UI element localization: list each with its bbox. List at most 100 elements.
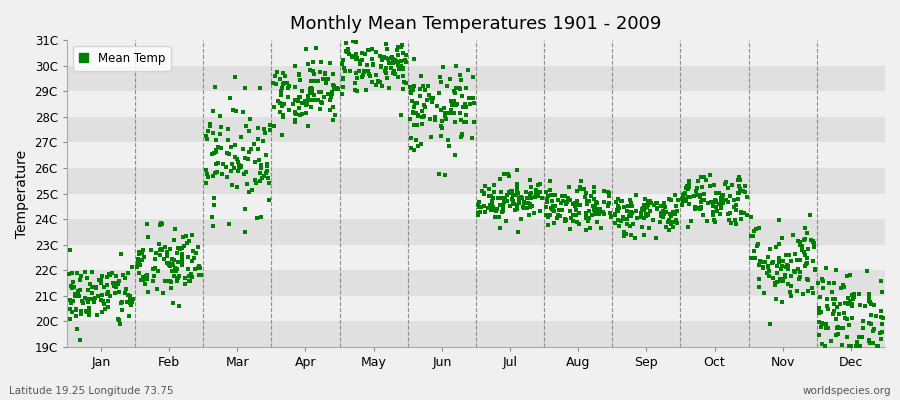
Point: [170, 250, 184, 256]
Point: [812, 306, 826, 313]
Point: [670, 197, 685, 203]
Point: [654, 202, 669, 209]
Point: [693, 194, 707, 200]
Point: [837, 310, 851, 317]
Point: [733, 186, 747, 192]
Point: [82, 295, 96, 302]
Point: [263, 122, 277, 129]
Point: [634, 214, 648, 220]
Point: [712, 190, 726, 196]
Point: [499, 218, 513, 224]
Point: [666, 224, 680, 230]
Point: [160, 260, 175, 266]
Point: [449, 101, 464, 108]
Point: [737, 210, 751, 216]
Point: [402, 84, 417, 90]
Point: [234, 134, 248, 140]
Point: [308, 78, 322, 84]
Point: [836, 325, 850, 331]
Point: [320, 80, 334, 86]
Point: [161, 262, 176, 268]
Point: [326, 71, 340, 78]
Point: [130, 257, 145, 264]
Point: [547, 208, 562, 214]
Point: [361, 68, 375, 74]
Bar: [67, 322, 885, 347]
Point: [274, 100, 288, 106]
Point: [816, 278, 831, 284]
Point: [254, 165, 268, 171]
Point: [801, 277, 815, 284]
Point: [261, 175, 275, 181]
Point: [733, 182, 747, 189]
Point: [813, 293, 827, 300]
Point: [510, 167, 525, 174]
Point: [629, 192, 643, 198]
Point: [835, 342, 850, 348]
Point: [729, 207, 743, 213]
Point: [385, 56, 400, 62]
Point: [618, 230, 633, 237]
Point: [200, 136, 214, 142]
Point: [795, 242, 809, 249]
Point: [597, 209, 611, 215]
Point: [356, 68, 371, 74]
Point: [529, 186, 544, 193]
Point: [835, 282, 850, 288]
Point: [395, 50, 410, 56]
Point: [535, 195, 549, 202]
Point: [706, 216, 721, 223]
Point: [238, 169, 253, 175]
Point: [256, 138, 271, 145]
Point: [697, 197, 711, 203]
Point: [453, 110, 467, 116]
Bar: [67, 168, 885, 194]
Point: [75, 298, 89, 304]
Point: [349, 70, 364, 76]
Point: [260, 163, 274, 169]
Point: [533, 189, 547, 195]
Point: [434, 107, 448, 113]
Point: [241, 148, 256, 155]
Point: [230, 184, 244, 190]
Point: [377, 54, 392, 61]
Point: [571, 202, 585, 208]
Point: [806, 238, 820, 244]
Point: [150, 268, 165, 274]
Point: [833, 285, 848, 291]
Point: [404, 88, 419, 95]
Point: [112, 278, 126, 284]
Point: [373, 52, 387, 59]
Point: [807, 240, 822, 246]
Point: [131, 260, 146, 266]
Point: [303, 104, 318, 111]
Point: [368, 82, 382, 88]
Point: [326, 82, 340, 89]
Point: [322, 97, 337, 104]
Point: [601, 202, 616, 209]
Point: [120, 299, 134, 305]
Point: [79, 275, 94, 282]
Point: [275, 112, 290, 118]
Point: [112, 320, 127, 327]
Point: [387, 71, 401, 78]
Point: [214, 144, 229, 151]
Point: [353, 61, 367, 67]
Point: [397, 78, 411, 85]
Point: [94, 297, 108, 303]
Point: [303, 86, 318, 92]
Point: [326, 82, 340, 88]
Point: [422, 92, 436, 98]
Point: [311, 89, 326, 95]
Point: [390, 47, 404, 54]
Point: [434, 78, 448, 85]
Point: [781, 252, 796, 258]
Point: [404, 145, 419, 151]
Point: [611, 208, 625, 214]
Point: [199, 133, 213, 139]
Point: [486, 194, 500, 201]
Point: [287, 63, 302, 70]
Point: [175, 258, 189, 264]
Point: [500, 198, 514, 204]
Point: [489, 208, 503, 214]
